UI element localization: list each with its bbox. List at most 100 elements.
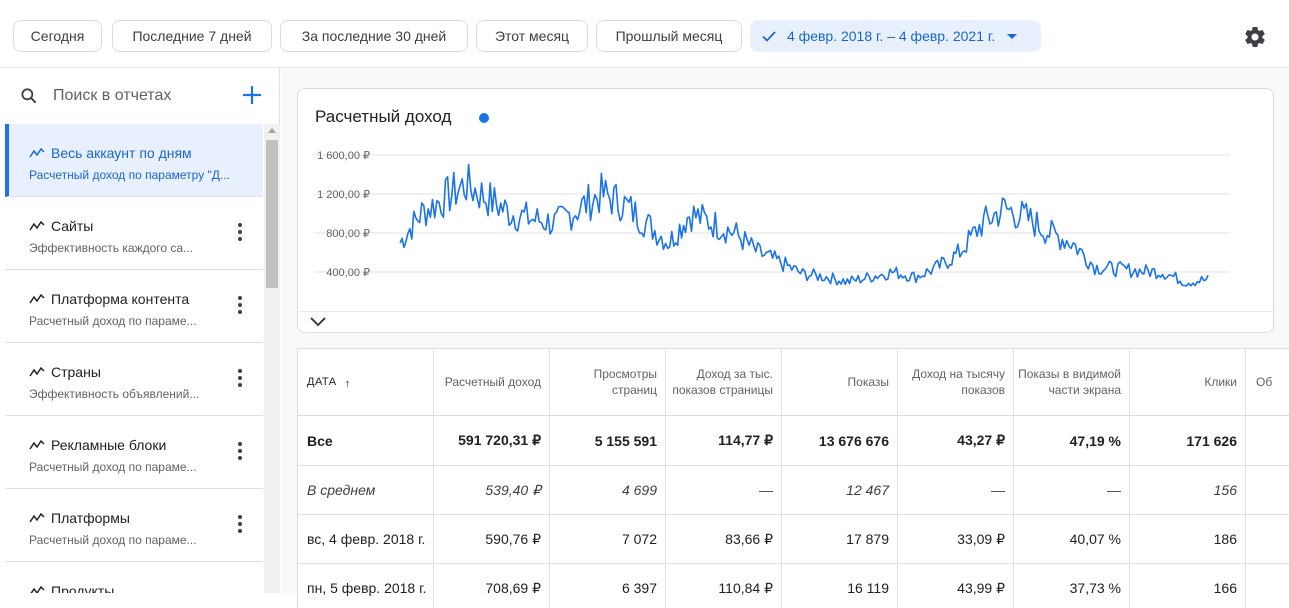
table-cell: 33,09 ₽ — [898, 515, 1014, 563]
report-item-title: Весь аккаунт по дням — [51, 145, 192, 161]
report-item-products[interactable]: Продукты — [5, 562, 263, 593]
search-icon — [21, 88, 37, 104]
table-cell: 6 397 — [550, 564, 666, 608]
chart-collapse-bar[interactable] — [298, 311, 1273, 332]
table-cell: 114,77 ₽ — [666, 416, 782, 465]
custom-range-label: 4 февр. 2018 г. – 4 февр. 2021 г. — [787, 28, 996, 44]
y-tick-label: 1 200,00 ₽ — [317, 189, 370, 201]
more-vert-icon[interactable] — [237, 442, 243, 462]
filter-last-30-days-chip[interactable]: За последние 30 дней — [280, 20, 468, 52]
table-cell: 17 879 — [782, 515, 898, 563]
report-item-subtitle: Расчетный доход по параме... — [29, 533, 197, 547]
filter-this-month-chip[interactable]: Этот месяц — [476, 20, 588, 52]
table-cell: 16 119 — [782, 564, 898, 608]
chevron-down-icon[interactable] — [310, 316, 326, 328]
sparkline-icon — [30, 585, 45, 593]
table-cell: 43,99 ₽ — [898, 564, 1014, 608]
report-item-title-row: Сайты — [29, 218, 93, 234]
column-header-date[interactable]: ДАТА ↑ — [298, 349, 434, 415]
sidebar-scrollbar[interactable] — [264, 124, 280, 593]
column-header-next[interactable]: Об — [1246, 349, 1289, 415]
gear-icon[interactable] — [1243, 25, 1267, 49]
reports-sidebar: Весь аккаунт по дням Расчетный доход по … — [5, 68, 280, 593]
report-item-subtitle: Расчетный доход по параме... — [29, 460, 197, 474]
more-vert-icon[interactable] — [237, 369, 243, 389]
filter-label: Прошлый месяц — [615, 28, 723, 44]
table-cell: В среднем — [298, 466, 434, 514]
caret-down-icon — [1007, 33, 1018, 39]
report-list: Весь аккаунт по дням Расчетный доход по … — [5, 124, 263, 593]
table-cell: — — [898, 466, 1014, 514]
table-cell — [1246, 515, 1289, 563]
chart-card: Расчетный доход 400,00 ₽ 800,00 ₽ 1 200,00… — [297, 88, 1274, 333]
filter-today-chip[interactable]: Сегодня — [13, 20, 102, 52]
report-item-title-row: Платформы — [29, 510, 130, 526]
column-header-viewability[interactable]: Показы в видимой части экрана — [1014, 349, 1130, 415]
report-item-title: Сайты — [51, 218, 94, 234]
table-cell: 166 — [1130, 564, 1246, 608]
report-item-title-row: Страны — [29, 364, 101, 380]
report-item-subtitle: Расчетный доход по параметру "Д... — [29, 168, 230, 182]
table-cell: 13 676 676 — [782, 416, 898, 465]
report-item-subtitle: Расчетный доход по параме... — [29, 314, 197, 328]
column-header-page-rpm[interactable]: Доход за тыс. показов страницы — [666, 349, 782, 415]
y-tick-label: 1 600,00 ₽ — [317, 150, 370, 162]
report-main: Расчетный доход 400,00 ₽ 800,00 ₽ 1 200,00… — [281, 68, 1289, 608]
column-header-label: Клики — [1204, 375, 1237, 389]
table-row-average: В среднем 539,40 ₽ 4 699 — 12 467 — — 15… — [298, 466, 1289, 515]
report-item-account-by-day[interactable]: Весь аккаунт по дням Расчетный доход по … — [5, 124, 263, 197]
report-item-content-platform[interactable]: Платформа контента Расчетный доход по па… — [5, 270, 263, 343]
scroll-up-arrow[interactable] — [268, 128, 276, 133]
check-icon — [762, 31, 776, 42]
table-cell: — — [1014, 466, 1130, 514]
more-vert-icon[interactable] — [237, 515, 243, 535]
sparkline-icon — [29, 147, 45, 158]
filter-label: Этот месяц — [494, 28, 570, 44]
report-item-sites[interactable]: Сайты Эффективность каждого са... — [5, 197, 263, 270]
report-item-title-row: Платформа контента — [29, 291, 189, 307]
column-header-revenue[interactable]: Расчетный доход — [434, 349, 550, 415]
table-cell: 591 720,31 ₽ — [434, 416, 550, 465]
report-item-title: Платформы — [51, 510, 130, 526]
series-legend-dot[interactable] — [479, 113, 489, 123]
sparkline-icon — [29, 439, 45, 450]
report-item-subtitle: Эффективность каждого са... — [29, 241, 194, 255]
y-tick-label: 800,00 ₽ — [326, 228, 370, 240]
report-item-subtitle: Эффективность объявлений... — [29, 387, 200, 401]
plus-icon[interactable] — [241, 84, 263, 106]
report-item-title-row: Весь аккаунт по дням — [29, 145, 192, 161]
report-item-platforms[interactable]: Платформы Расчетный доход по параме... — [5, 489, 263, 562]
filter-last-month-chip[interactable]: Прошлый месяц — [596, 20, 742, 52]
column-header-impression-rpm[interactable]: Доход на тысячу показов — [898, 349, 1014, 415]
table-cell: 7 072 — [550, 515, 666, 563]
custom-range-dropdown[interactable]: 4 февр. 2018 г. – 4 февр. 2021 г. — [750, 20, 1041, 52]
more-vert-icon[interactable] — [237, 296, 243, 316]
column-header-label: Доход на тысячу показов — [912, 367, 1005, 397]
table-cell: вс, 4 февр. 2018 г. — [298, 515, 434, 563]
column-header-clicks[interactable]: Клики — [1130, 349, 1246, 415]
sparkline-icon — [29, 293, 45, 304]
table-cell: — — [666, 466, 782, 514]
table-cell — [1246, 466, 1289, 514]
table-cell: 47,19 % — [1014, 416, 1130, 465]
more-vert-icon[interactable] — [237, 223, 243, 243]
scrollbar-thumb[interactable] — [266, 140, 278, 288]
date-range-toolbar: Сегодня Последние 7 дней За последние 30… — [0, 0, 1289, 68]
table-row[interactable]: вс, 4 февр. 2018 г. 590,76 ₽ 7 072 83,66… — [298, 515, 1289, 564]
column-header-impressions[interactable]: Показы — [782, 349, 898, 415]
search-input[interactable] — [53, 84, 233, 108]
filter-last-7-days-chip[interactable]: Последние 7 дней — [112, 20, 272, 52]
report-item-ad-units[interactable]: Рекламные блоки Расчетный доход по парам… — [5, 416, 263, 489]
column-header-label: Показы — [847, 375, 889, 389]
report-item-title: Продукты — [51, 583, 115, 593]
report-item-countries[interactable]: Страны Эффективность объявлений... — [5, 343, 263, 416]
column-header-label: Просмотры страниц — [593, 367, 657, 397]
table-cell: 37,73 % — [1014, 564, 1130, 608]
column-header-page-views[interactable]: Просмотры страниц — [550, 349, 666, 415]
column-header-label: ДАТА — [307, 376, 337, 388]
table-cell: 83,66 ₽ — [666, 515, 782, 563]
report-table: ДАТА ↑ Расчетный доход Просмотры страниц… — [297, 348, 1289, 608]
table-row[interactable]: пн, 5 февр. 2018 г. 708,69 ₽ 6 397 110,8… — [298, 564, 1289, 608]
table-header-row: ДАТА ↑ Расчетный доход Просмотры страниц… — [298, 349, 1289, 416]
table-cell: Все — [298, 416, 434, 465]
